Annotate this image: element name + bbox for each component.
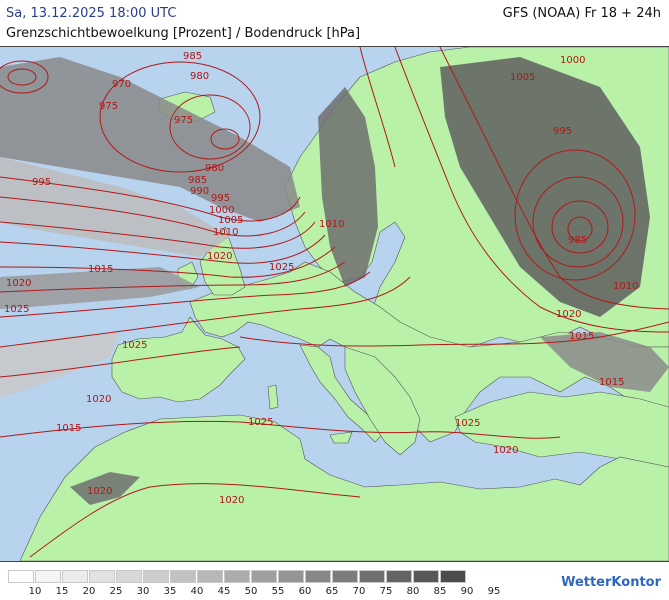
- land-sardinia: [267, 384, 279, 410]
- weather-map: 985 980 975 970 975 995 980 985 990 995 …: [0, 46, 669, 562]
- isobar-label: 980: [190, 71, 209, 82]
- land-balkans: [344, 346, 421, 456]
- isobar-label: 1020: [87, 486, 112, 497]
- cloud-morocco: [70, 472, 140, 505]
- isobar-label: 970: [112, 79, 131, 90]
- legend-tick-label: 40: [190, 586, 204, 597]
- legend-swatch: [224, 570, 250, 583]
- isobar-label: 975: [174, 115, 193, 126]
- legend-swatch: [251, 570, 277, 583]
- isobar-label: 995: [553, 126, 572, 137]
- forecast-datetime: Sa, 13.12.2025 18:00 UTC: [6, 6, 177, 21]
- isobar-label: 1010: [319, 219, 344, 230]
- cloud-north-atlantic: [0, 57, 300, 222]
- legend-swatch: [143, 570, 169, 583]
- isobar-label: 1020: [219, 495, 244, 506]
- legend-swatch: [62, 570, 88, 583]
- legend-swatch: [197, 570, 223, 583]
- isobar-label: 1025: [455, 418, 480, 429]
- isobar-label: 1025: [269, 262, 294, 273]
- legend-swatch: [278, 570, 304, 583]
- isobar-label: 1020: [493, 445, 518, 456]
- isobar-label: 1025: [122, 340, 147, 351]
- isobar-label: 985: [568, 235, 587, 246]
- legend-tick-label: 75: [379, 586, 393, 597]
- cloud-norway: [318, 87, 378, 287]
- isobar-label: 1025: [4, 304, 29, 315]
- land-north-africa: [19, 414, 669, 561]
- legend-tick-label: 95: [487, 586, 501, 597]
- isobar-label: 1000: [560, 55, 585, 66]
- legend-swatch: [170, 570, 196, 583]
- legend-tick-label: 70: [352, 586, 366, 597]
- isobar-label: 1020: [556, 309, 581, 320]
- legend-tick-label: 35: [163, 586, 177, 597]
- isobar-label: 1000: [209, 205, 234, 216]
- model-run-label: GFS (NOAA) Fr 18 + 24h: [502, 6, 661, 21]
- legend-tick-label: 90: [460, 586, 474, 597]
- legend-swatch: [89, 570, 115, 583]
- cloud-cover-layer: [0, 57, 669, 505]
- legend-tick-label: 30: [136, 586, 150, 597]
- isobar-label: 1025: [248, 417, 273, 428]
- land-italy: [299, 344, 386, 443]
- land-sicily: [329, 431, 353, 444]
- legend-swatch: [359, 570, 385, 583]
- legend-swatch: [116, 570, 142, 583]
- isobar-label: 1010: [613, 281, 638, 292]
- isobar-lines: [0, 47, 669, 558]
- isobar-label: 980: [205, 163, 224, 174]
- legend-tick-label: 85: [433, 586, 447, 597]
- cloud-turkey-east: [540, 332, 669, 392]
- wetterkontor-logo: WetterKontor: [561, 575, 661, 590]
- isobar-label: 985: [183, 51, 202, 62]
- legend-swatch: [35, 570, 61, 583]
- legend-tick-label: 65: [325, 586, 339, 597]
- legend-tick-label: 55: [271, 586, 285, 597]
- legend-tick-label: 25: [109, 586, 123, 597]
- isobar-label: 1015: [599, 377, 624, 388]
- isobar-label: 995: [32, 177, 51, 188]
- legend-tick-label: 50: [244, 586, 258, 597]
- isobar-label: 1005: [510, 72, 535, 83]
- isobar-label: 1015: [56, 423, 81, 434]
- legend-swatch: [440, 570, 466, 583]
- cloud-russia-low: [440, 57, 650, 317]
- legend-tick-label: 45: [217, 586, 231, 597]
- cloud-atlantic-south: [0, 332, 120, 397]
- isobar-label: 1020: [207, 251, 232, 262]
- legend-swatch: [413, 570, 439, 583]
- isobar-label: 985: [188, 175, 207, 186]
- isobar-label: 990: [190, 186, 209, 197]
- legend-tick-label: 80: [406, 586, 420, 597]
- isobar-label: 975: [99, 101, 118, 112]
- land-central-europe: [189, 261, 669, 443]
- legend-swatch: [8, 570, 34, 583]
- legend-tick-label: 15: [55, 586, 69, 597]
- isobar-label: 1020: [6, 278, 31, 289]
- isobar-label: 1015: [569, 331, 594, 342]
- isobar-label: 1005: [218, 215, 243, 226]
- legend-tick-label: 20: [82, 586, 96, 597]
- legend-swatch: [386, 570, 412, 583]
- isobar-label: 995: [211, 193, 230, 204]
- isobar-label: 1010: [213, 227, 238, 238]
- legend-tick-label: 60: [298, 586, 312, 597]
- legend-swatch: [305, 570, 331, 583]
- isobar-labels: 985 980 975 970 975 995 980 985 990 995 …: [4, 51, 638, 506]
- legend-tick-label: 10: [28, 586, 42, 597]
- map-title: Grenzschichtbewoelkung [Prozent] / Boden…: [6, 26, 361, 41]
- isobar-label: 1020: [86, 394, 111, 405]
- cloud-north-atlantic-light: [0, 157, 230, 257]
- land-turkey: [454, 391, 669, 468]
- isobar-label: 1015: [88, 264, 113, 275]
- legend-swatch: [332, 570, 358, 583]
